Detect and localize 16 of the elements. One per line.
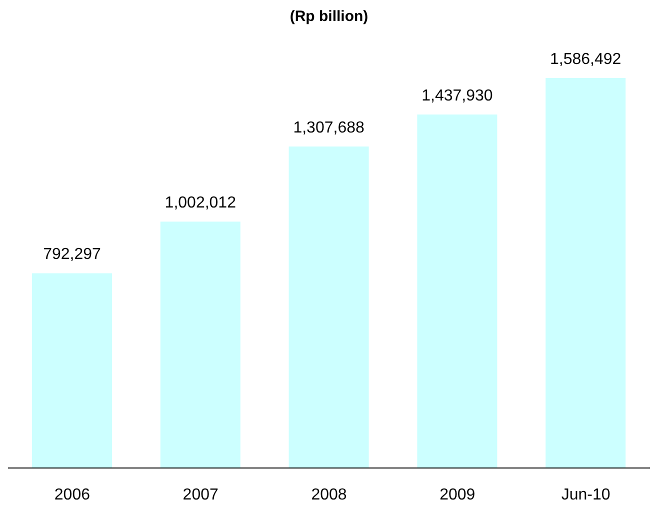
bar <box>160 222 240 468</box>
data-label: 1,307,688 <box>293 120 364 137</box>
data-label: 792,297 <box>43 246 102 264</box>
data-label: 1,437,930 <box>422 88 493 105</box>
bar <box>288 146 369 468</box>
data-label: 1,586,492 <box>550 51 622 68</box>
x-tick-label: 2006 <box>54 486 90 504</box>
bar <box>417 114 498 468</box>
data-label: 1,002,012 <box>164 194 236 212</box>
bar <box>546 78 626 468</box>
bar <box>32 273 112 468</box>
x-tick-label: 2008 <box>311 486 347 504</box>
x-tick-label: 2007 <box>182 486 218 504</box>
chart-title: (Rp billion) <box>288 8 370 27</box>
x-tick-label: 2009 <box>440 486 476 504</box>
x-tick-label: Jun-10 <box>561 486 610 504</box>
